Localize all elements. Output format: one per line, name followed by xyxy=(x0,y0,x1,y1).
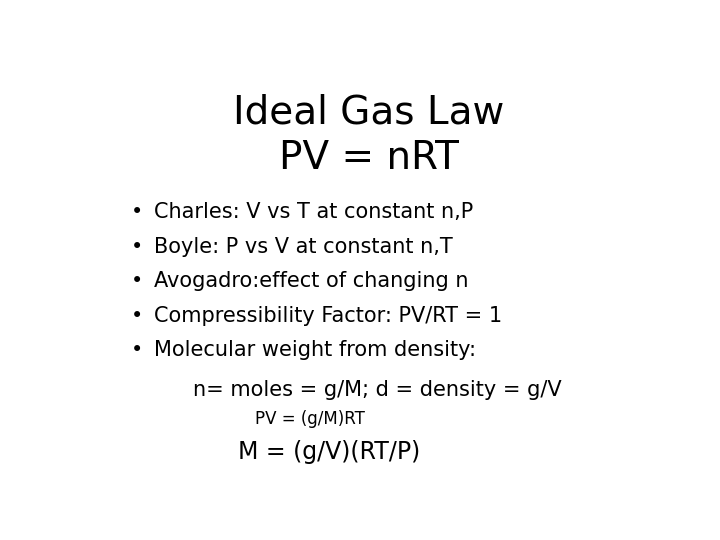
Text: •: • xyxy=(131,237,143,257)
Text: Charles: V vs T at constant n,P: Charles: V vs T at constant n,P xyxy=(154,202,474,222)
Text: n= moles = g/M; d = density = g/V: n= moles = g/M; d = density = g/V xyxy=(193,380,562,400)
Text: M = (g/V)(RT/P): M = (g/V)(RT/P) xyxy=(238,440,420,464)
Text: PV = nRT: PV = nRT xyxy=(279,139,459,177)
Text: •: • xyxy=(131,202,143,222)
Text: Compressibility Factor: PV/RT = 1: Compressibility Factor: PV/RT = 1 xyxy=(154,306,503,326)
Text: Avogadro:effect of changing n: Avogadro:effect of changing n xyxy=(154,272,469,292)
Text: •: • xyxy=(131,272,143,292)
Text: Ideal Gas Law: Ideal Gas Law xyxy=(233,93,505,132)
Text: •: • xyxy=(131,306,143,326)
Text: Boyle: P vs V at constant n,T: Boyle: P vs V at constant n,T xyxy=(154,237,453,257)
Text: Molecular weight from density:: Molecular weight from density: xyxy=(154,340,476,361)
Text: PV = (g/M)RT: PV = (g/M)RT xyxy=(255,410,364,428)
Text: •: • xyxy=(131,340,143,361)
